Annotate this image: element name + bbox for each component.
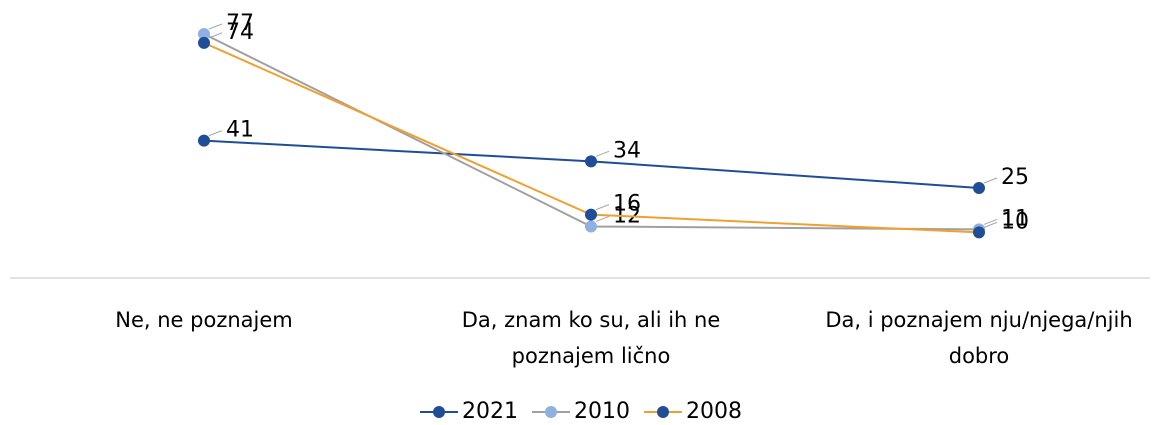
marker [198, 36, 210, 49]
leader-line [595, 204, 610, 211]
leader-line [208, 130, 223, 137]
marker [973, 226, 985, 239]
marker [585, 155, 597, 168]
marker [585, 220, 597, 233]
legend-marker [545, 406, 557, 418]
marker [198, 28, 210, 40]
data-label: 11 [1001, 206, 1029, 231]
data-label: 34 [613, 138, 641, 163]
leader-line [983, 218, 998, 225]
x-tick-label: Da, i poznajem nju/njega/njih dobro [825, 308, 1133, 368]
leader-line [208, 23, 223, 30]
leader-line [595, 150, 610, 157]
x-tick-label: Ne, ne poznajem [115, 308, 293, 332]
legend-marker [433, 406, 445, 418]
leader-line [208, 32, 223, 39]
leader-line [983, 221, 998, 228]
data-label: 10 [1001, 209, 1029, 234]
legend-label: 2008 [686, 399, 742, 424]
series-line [203, 33, 980, 231]
legend-marker [657, 406, 669, 418]
legend-label: 2021 [462, 399, 518, 424]
marker [198, 134, 210, 147]
x-tick-label: Da, znam ko su, ali ih ne poznajem lično [461, 308, 721, 368]
data-label: 25 [1001, 165, 1029, 190]
data-label: 41 [226, 118, 254, 143]
marker [585, 208, 597, 221]
leader-line [983, 177, 998, 184]
legend-label: 2010 [574, 399, 630, 424]
legend: 2021 2010 2008 [420, 399, 742, 424]
data-label: 16 [613, 192, 641, 217]
marker [973, 181, 985, 194]
series-line [203, 41, 980, 234]
leader-line [595, 216, 610, 222]
data-label: 74 [226, 20, 254, 45]
data-label: 77 [226, 11, 254, 36]
